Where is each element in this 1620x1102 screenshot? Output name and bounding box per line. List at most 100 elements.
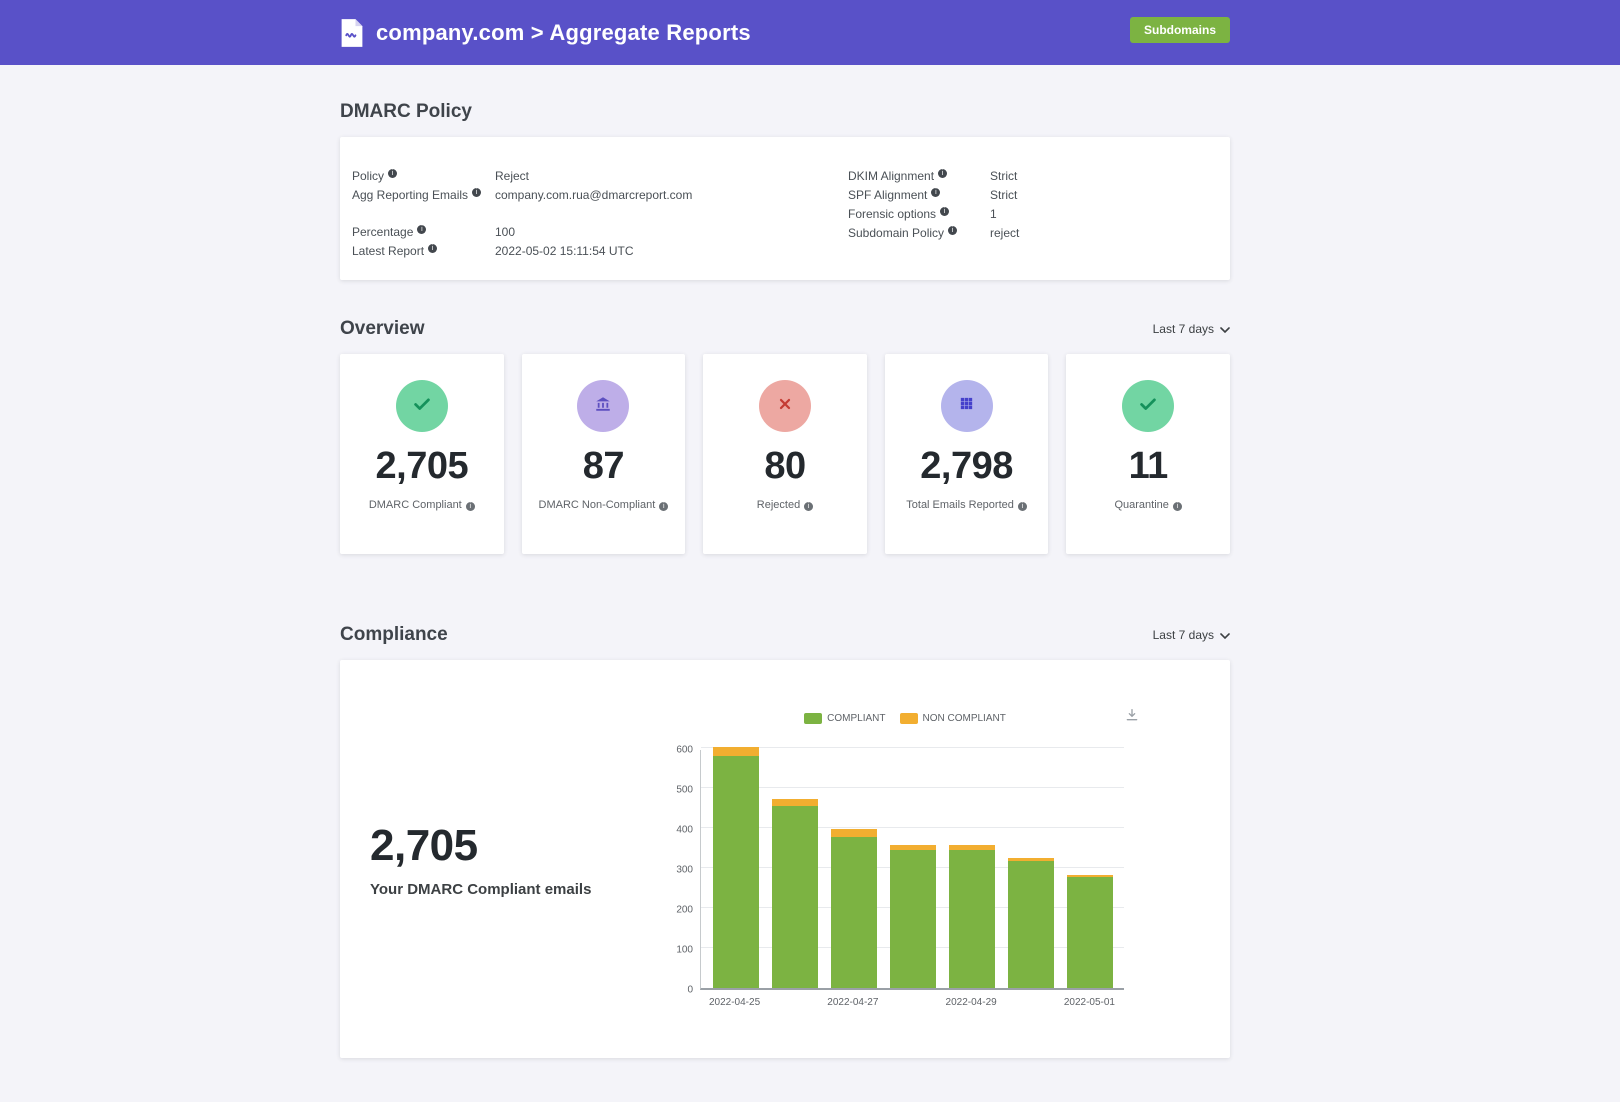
policy-value: 2022-05-02 15:11:54 UTC	[495, 244, 634, 258]
bar-segment-non-compliant	[889, 844, 936, 851]
policy-label: DKIM Alignment	[848, 169, 935, 183]
y-axis-tick-label: 200	[676, 904, 693, 916]
y-axis-tick-label: 100	[676, 944, 693, 956]
stat-circle	[940, 380, 993, 432]
bar-segment-non-compliant	[830, 828, 877, 837]
bar-segment-non-compliant	[712, 747, 759, 756]
overview-range-label: Last 7 days	[1152, 322, 1214, 336]
policy-row: DKIM Alignment Strict	[848, 167, 1218, 186]
bar-segment-non-compliant	[948, 844, 995, 850]
stat-label: DMARC Compliant	[368, 499, 462, 511]
stat-label: Rejected	[756, 499, 801, 511]
policy-label: Subdomain Policy	[848, 226, 945, 240]
info-icon[interactable]	[472, 188, 482, 197]
policy-value: company.com.rua@dmarcreport.com	[495, 188, 693, 202]
y-axis-tick-label: 0	[687, 984, 693, 996]
bar-segment-compliant	[712, 756, 759, 988]
stat-circle	[1122, 380, 1175, 432]
bar-stack[interactable]	[948, 844, 995, 988]
bar-segment-compliant	[830, 836, 877, 988]
info-icon[interactable]	[931, 188, 941, 197]
bar-slot	[1001, 858, 1060, 988]
policy-label: Policy	[352, 169, 385, 183]
chart-plot-area	[700, 747, 1124, 990]
policy-row: SPF Alignment Strict	[848, 186, 1218, 205]
compliance-range-selector[interactable]: Last 7 days	[1153, 628, 1230, 642]
info-icon[interactable]	[465, 502, 475, 511]
bar-slot	[883, 844, 942, 988]
bar-stack[interactable]	[771, 799, 818, 988]
info-icon[interactable]	[804, 502, 814, 511]
info-icon[interactable]	[428, 244, 438, 253]
breadcrumb: company.com > Aggregate Reports	[376, 19, 751, 45]
grid-icon	[958, 395, 975, 417]
policy-value: 1	[990, 207, 997, 221]
policy-label: Percentage	[352, 225, 414, 239]
policy-value: Strict	[990, 188, 1018, 202]
info-icon[interactable]	[417, 225, 427, 234]
bar-segment-non-compliant	[1007, 858, 1054, 861]
check-icon	[411, 393, 433, 420]
bar-segment-non-compliant	[771, 799, 818, 806]
policy-row: Agg Reporting Emails company.com.rua@dma…	[352, 186, 848, 205]
stat-value: 87	[582, 445, 625, 487]
policy-row: Policy Reject	[352, 167, 848, 186]
stat-value: 80	[764, 445, 806, 487]
info-icon[interactable]	[948, 226, 958, 235]
bar-stack[interactable]	[830, 828, 877, 988]
stat-label: DMARC Non-Compliant	[538, 499, 656, 511]
info-icon[interactable]	[659, 502, 669, 511]
x-icon	[777, 396, 793, 417]
stat-value: 2,705	[375, 445, 469, 487]
info-icon[interactable]	[1017, 502, 1027, 511]
stat-card: 11 Quarantine	[1066, 354, 1230, 554]
bar-stack[interactable]	[712, 747, 759, 988]
app-header: company.com > Aggregate Reports Subdomai…	[0, 0, 1620, 65]
overview-range-selector[interactable]: Last 7 days	[1153, 322, 1230, 336]
bar-segment-compliant	[1007, 860, 1054, 988]
info-icon[interactable]	[940, 207, 950, 216]
policy-label: Latest Report	[352, 244, 425, 258]
report-file-icon	[340, 18, 364, 48]
dmarc-policy-title: DMARC Policy	[340, 101, 472, 122]
policy-label: Forensic options	[848, 207, 937, 221]
legend-item[interactable]: NON COMPLIANT	[899, 712, 1006, 724]
stat-circle	[758, 380, 811, 432]
chevron-down-icon	[1220, 322, 1230, 336]
bank-icon	[594, 395, 612, 418]
bar-stack[interactable]	[1007, 858, 1054, 988]
bar-segment-non-compliant	[1066, 874, 1113, 877]
info-icon[interactable]	[1172, 502, 1182, 511]
bar-slot	[1060, 874, 1119, 988]
bar-stack[interactable]	[889, 844, 936, 988]
legend-label: NON COMPLIANT	[922, 712, 1006, 724]
stat-value: 11	[1128, 445, 1169, 487]
stat-label: Total Emails Reported	[906, 499, 1014, 511]
y-axis-tick-label: 500	[676, 784, 693, 796]
policy-row: Percentage 100	[352, 223, 848, 242]
download-icon[interactable]	[1124, 707, 1140, 728]
chevron-down-icon	[1220, 628, 1230, 642]
compliance-range-label: Last 7 days	[1152, 628, 1214, 642]
stat-card: 80 Rejected	[703, 354, 867, 554]
compliance-summary: 2,705 Your DMARC Compliant emails	[340, 660, 670, 1058]
policy-row: Forensic options 1	[848, 205, 1218, 224]
policy-label: SPF Alignment	[848, 188, 928, 202]
compliance-section: Compliance Last 7 days 2,705 Your DMARC …	[340, 624, 1230, 1102]
compliance-title: Compliance	[340, 624, 448, 645]
info-icon[interactable]	[938, 169, 948, 178]
bar-segment-compliant	[889, 850, 936, 988]
policy-value: Reject	[495, 169, 530, 183]
subdomains-button[interactable]: Subdomains	[1129, 17, 1230, 43]
bar-slot	[765, 799, 824, 988]
policy-value: Strict	[990, 169, 1018, 183]
bar-segment-compliant	[948, 850, 995, 988]
policy-row: Latest Report 2022-05-02 15:11:54 UTC	[352, 242, 848, 261]
bar-stack[interactable]	[1066, 874, 1113, 988]
stat-label: Quarantine	[1114, 499, 1169, 511]
stat-card: 2,705 DMARC Compliant	[340, 354, 504, 554]
info-icon[interactable]	[388, 169, 398, 178]
policy-value: 100	[495, 225, 516, 239]
legend-item[interactable]: COMPLIANT	[804, 712, 886, 724]
legend-label: COMPLIANT	[827, 712, 886, 724]
